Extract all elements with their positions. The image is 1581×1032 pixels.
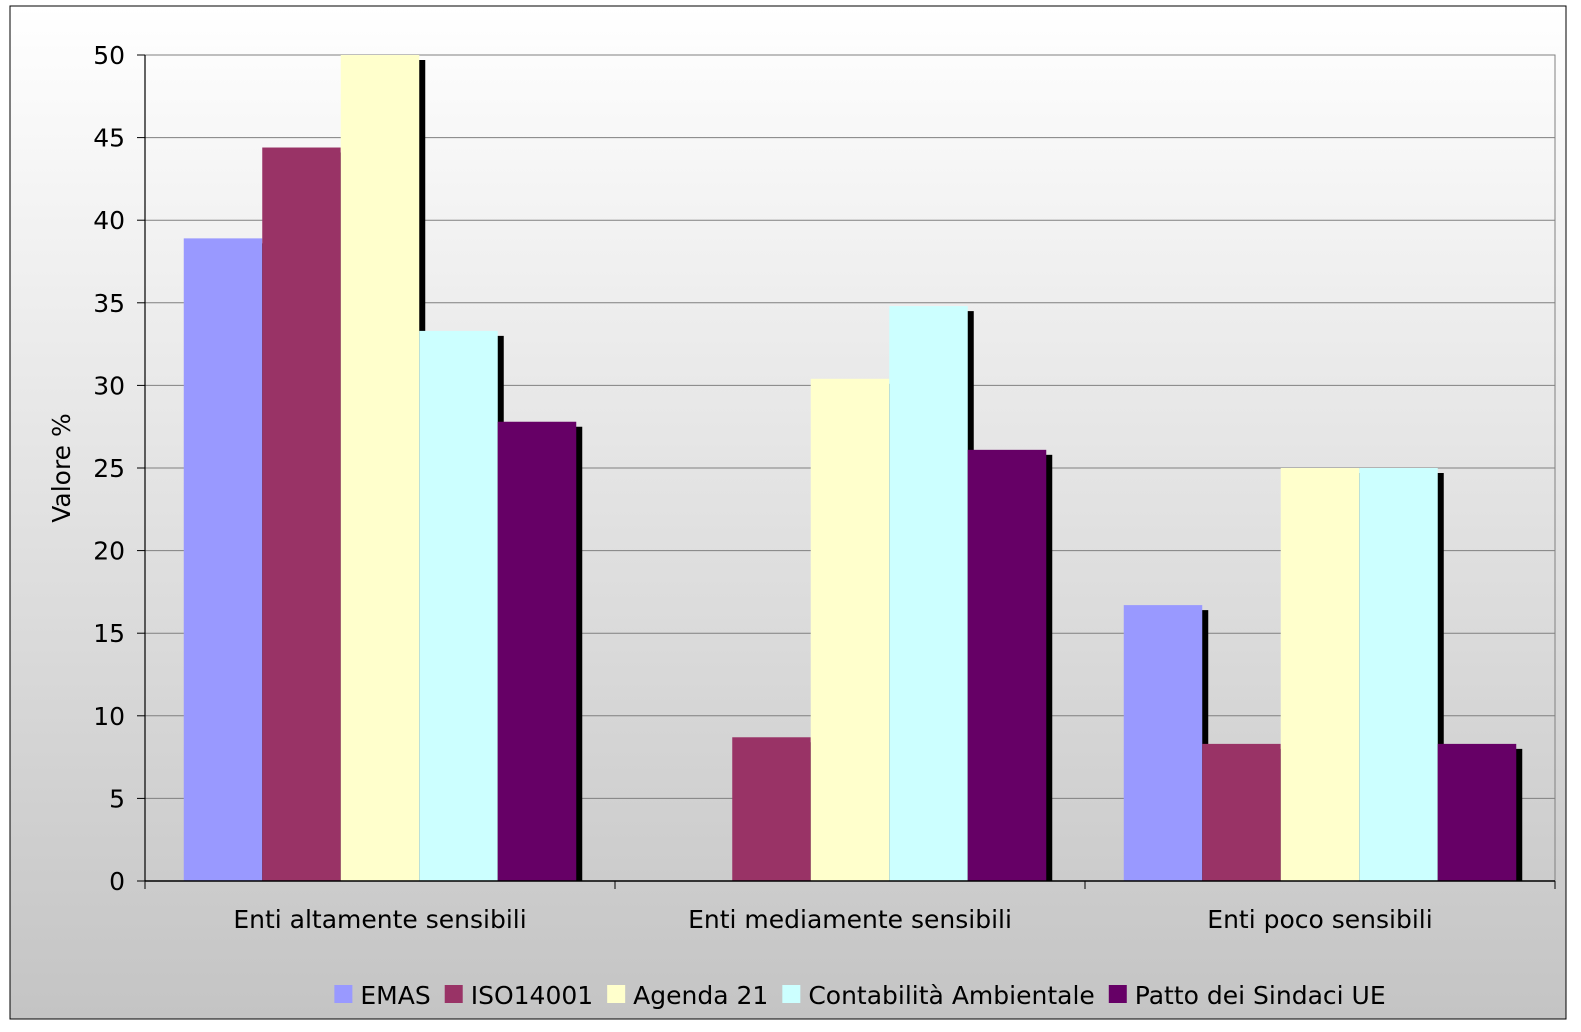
- y-tick-label: 15: [93, 619, 125, 648]
- y-tick-label: 35: [93, 289, 125, 318]
- y-tick-label: 40: [93, 206, 125, 235]
- bar-patto-dei-sindaci-ue: [967, 449, 1047, 881]
- x-tick-label: Enti altamente sensibili: [233, 905, 526, 934]
- bar-agenda-21: [810, 378, 890, 881]
- x-tick-labels: Enti altamente sensibili Enti mediamente …: [233, 905, 1432, 934]
- x-tick-label: Enti mediamente sensibili: [688, 905, 1012, 934]
- x-tick-label: Enti poco sensibili: [1207, 905, 1432, 934]
- legend: EMAS ISO14001 Agenda 21 Contabilità Ambient…: [334, 981, 1386, 1010]
- y-tick-labels: 0 5 10 15 20 25 30 35 40 45 50: [93, 41, 125, 896]
- bar-contabilit-ambientale: [419, 330, 498, 881]
- y-tick-label: 10: [93, 702, 125, 731]
- y-tick-label: 0: [109, 867, 125, 896]
- legend-swatch: [334, 985, 353, 1003]
- legend-label: Contabilità Ambientale: [808, 981, 1094, 1010]
- bars: [183, 55, 1523, 882]
- bar-contabilit-ambientale: [1359, 468, 1438, 881]
- y-tick-label: 5: [109, 784, 125, 813]
- legend-swatch: [1108, 985, 1127, 1003]
- bar-iso14001: [732, 737, 811, 881]
- bar-agenda-21: [1280, 468, 1360, 881]
- y-tick-label: 20: [93, 537, 125, 566]
- y-axis-label: Valore %: [47, 413, 76, 523]
- y-tick-label: 30: [93, 371, 125, 400]
- legend-swatch: [607, 985, 626, 1003]
- bar-emas: [1123, 605, 1203, 881]
- axes: [137, 54, 1556, 889]
- y-tick-label: 45: [93, 124, 125, 153]
- bar-patto-dei-sindaci-ue: [497, 421, 577, 881]
- bar-emas: [183, 238, 263, 881]
- y-tick-label: 25: [93, 454, 125, 483]
- bar-contabilit-ambientale: [889, 306, 968, 881]
- legend-swatch: [444, 985, 463, 1003]
- legend-swatch: [782, 985, 801, 1003]
- bar-patto-dei-sindaci-ue: [1437, 743, 1517, 881]
- legend-label: EMAS: [360, 981, 430, 1010]
- bar-iso14001: [1202, 743, 1281, 881]
- legend-label: Patto dei Sindaci UE: [1135, 981, 1386, 1010]
- legend-label: ISO14001: [471, 981, 593, 1010]
- y-tick-label: 50: [93, 41, 125, 70]
- bar-agenda-21: [340, 55, 420, 881]
- legend-label: Agenda 21: [633, 981, 768, 1010]
- bar-iso14001: [262, 147, 341, 882]
